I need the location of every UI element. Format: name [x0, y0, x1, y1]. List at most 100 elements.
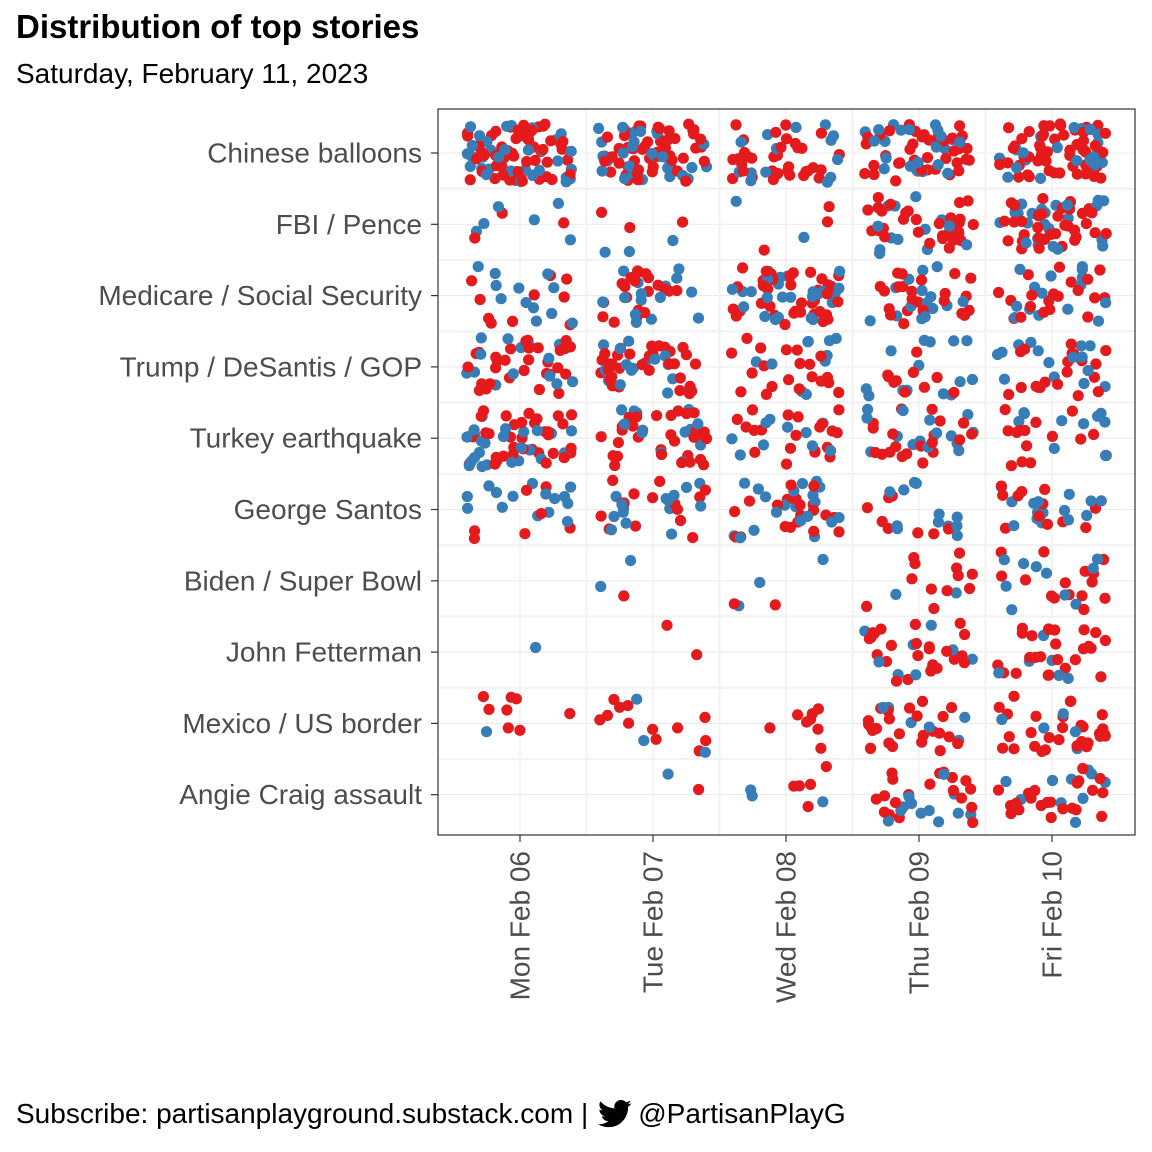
data-point-red — [655, 448, 668, 461]
data-point-red — [1059, 577, 1071, 589]
data-point-blue — [513, 282, 525, 294]
data-point-red — [1032, 155, 1044, 167]
data-point-red — [867, 422, 879, 434]
data-point-blue — [923, 805, 935, 817]
data-point-blue — [490, 486, 502, 499]
points-layer — [461, 118, 1112, 829]
data-point-red — [462, 361, 474, 373]
data-point-red — [1081, 741, 1093, 753]
data-point-red — [528, 289, 540, 301]
data-point-red — [779, 521, 791, 533]
data-point-red — [674, 385, 686, 397]
data-point-red — [1054, 118, 1066, 130]
data-point-red — [889, 797, 902, 809]
data-point-red — [595, 431, 607, 443]
data-point-red — [764, 722, 776, 734]
data-point-blue — [948, 335, 960, 347]
data-point-blue — [735, 136, 747, 148]
data-point-red — [1024, 651, 1036, 664]
data-point-blue — [993, 667, 1005, 679]
data-point-red — [1024, 301, 1036, 313]
data-point-blue — [1057, 708, 1069, 720]
data-point-red — [596, 206, 608, 218]
data-point-blue — [1008, 520, 1020, 532]
data-point-red — [1092, 386, 1104, 398]
data-point-red — [464, 174, 476, 186]
data-point-blue — [507, 368, 519, 380]
data-point-red — [1065, 338, 1077, 350]
data-point-red — [966, 428, 978, 440]
data-point-red — [886, 767, 898, 779]
data-point-red — [892, 281, 905, 293]
data-point-red — [916, 736, 928, 748]
y-tick-label: Turkey earthquake — [190, 423, 422, 454]
data-point-red — [943, 731, 955, 743]
data-point-red — [886, 740, 899, 753]
data-point-red — [769, 599, 781, 611]
data-point-red — [890, 175, 902, 187]
data-point-blue — [904, 160, 916, 172]
data-point-red — [469, 232, 481, 244]
data-point-red — [893, 728, 906, 740]
data-point-red — [965, 783, 977, 795]
data-point-red — [700, 735, 712, 747]
data-point-blue — [726, 283, 739, 295]
data-point-red — [782, 409, 794, 421]
data-point-blue — [1088, 151, 1100, 163]
data-point-blue — [832, 153, 844, 166]
data-point-red — [791, 344, 803, 356]
data-point-red — [802, 801, 814, 813]
data-point-red — [729, 506, 741, 518]
data-point-red — [965, 272, 977, 284]
data-point-blue — [662, 768, 674, 780]
data-point-blue — [966, 373, 979, 386]
data-point-red — [1052, 378, 1064, 390]
y-tick-label: George Santos — [234, 494, 422, 525]
data-point-red — [636, 359, 648, 371]
data-point-red — [564, 708, 576, 720]
data-point-blue — [543, 352, 555, 364]
data-point-blue — [1045, 270, 1057, 282]
data-point-blue — [596, 165, 608, 177]
data-point-red — [1030, 416, 1042, 428]
data-point-blue — [932, 159, 944, 171]
data-point-red — [558, 291, 570, 303]
data-point-blue — [468, 452, 481, 464]
data-point-blue — [1002, 171, 1014, 183]
data-point-red — [1038, 306, 1050, 318]
data-point-red — [938, 295, 950, 307]
data-point-red — [688, 124, 700, 136]
data-point-red — [508, 150, 520, 162]
data-point-red — [967, 219, 979, 231]
data-point-red — [1086, 207, 1098, 219]
data-point-blue — [598, 339, 610, 351]
data-point-blue — [599, 246, 611, 258]
data-point-red — [760, 265, 772, 277]
data-point-blue — [951, 530, 963, 542]
data-point-red — [1016, 627, 1028, 639]
data-point-red — [937, 710, 949, 723]
data-point-red — [1078, 603, 1090, 616]
data-point-red — [1046, 430, 1058, 442]
data-point-red — [1033, 232, 1045, 244]
data-point-blue — [880, 152, 892, 164]
data-point-blue — [593, 122, 605, 134]
data-point-red — [755, 342, 767, 354]
data-point-red — [606, 371, 618, 383]
data-point-blue — [1084, 123, 1096, 136]
data-point-blue — [1092, 315, 1105, 327]
data-point-red — [872, 192, 884, 204]
data-point-red — [566, 409, 578, 421]
data-point-blue — [635, 288, 647, 300]
data-point-blue — [957, 296, 969, 308]
data-point-red — [684, 456, 696, 468]
data-point-blue — [951, 520, 963, 532]
data-point-red — [792, 142, 804, 154]
data-point-blue — [998, 373, 1011, 385]
data-point-red — [1071, 168, 1083, 180]
data-point-red — [485, 317, 497, 329]
data-point-red — [737, 262, 749, 274]
data-point-red — [868, 628, 880, 640]
data-point-red — [995, 480, 1007, 492]
data-point-blue — [614, 343, 626, 355]
